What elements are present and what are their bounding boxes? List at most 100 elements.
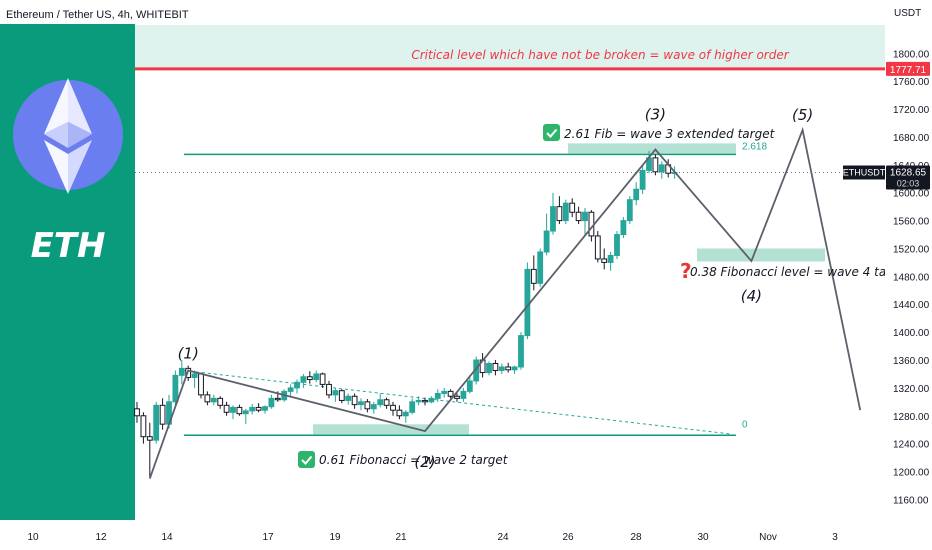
critical-level-annotation: Critical level which have not be broken … xyxy=(411,48,789,62)
candle-body xyxy=(402,411,409,417)
candle-body xyxy=(306,376,313,381)
price-tick-label: 1240.00 xyxy=(893,440,930,451)
fib-038-annotation: 0.38 Fibonacci level = wave 4 target xyxy=(690,265,912,279)
candle-body xyxy=(614,234,620,256)
candle-body xyxy=(434,392,441,399)
candle-body xyxy=(198,373,204,396)
critical-price-tag xyxy=(886,61,930,76)
candle-body xyxy=(134,408,140,417)
candle-body xyxy=(274,397,281,401)
candle-body xyxy=(242,410,249,415)
time-tick-label: Nov xyxy=(759,532,777,543)
fib-261-zone xyxy=(568,143,736,154)
check-icon xyxy=(298,451,315,468)
price-tick-label: 1680.00 xyxy=(893,133,930,144)
price-scale-background xyxy=(885,0,932,550)
candle-body xyxy=(658,164,665,173)
candle-body xyxy=(601,258,608,263)
candle-body xyxy=(338,390,345,401)
candle-body xyxy=(140,415,147,438)
price-tick-label: 1400.00 xyxy=(893,328,930,339)
current-symbol-text: ETHUSDT xyxy=(843,168,886,178)
time-axis[interactable]: 10 12 14 17 19 21 24 26 28 30 Nov 3 xyxy=(0,520,885,550)
candle-body xyxy=(178,367,185,376)
candle-body xyxy=(492,362,499,371)
candle-body xyxy=(172,374,179,403)
price-scale-currency: USDT xyxy=(894,8,921,19)
candle-body xyxy=(300,376,307,383)
candle-body xyxy=(620,220,627,236)
symbol-title: Ethereum / Tether US, 4h, WHITEBIT xyxy=(6,9,189,21)
price-tick-label: 1440.00 xyxy=(893,300,930,311)
time-tick-label: 21 xyxy=(395,532,407,543)
fib-0-label: 0 xyxy=(742,419,748,430)
price-tick-label: 1480.00 xyxy=(893,272,930,283)
candle-body xyxy=(146,436,153,441)
critical-price-tag-text: 1777.71 xyxy=(890,65,927,76)
candle-body xyxy=(396,409,403,417)
price-tick-label: 1760.00 xyxy=(893,77,930,88)
candle-body xyxy=(607,254,614,263)
candle-body xyxy=(294,381,300,389)
svg-text:?: ? xyxy=(680,259,692,283)
price-tick-label: 1600.00 xyxy=(893,189,930,200)
price-tick-label: 1320.00 xyxy=(893,384,930,395)
candle-body xyxy=(498,366,505,371)
current-symbol-tag xyxy=(843,165,885,180)
candle-body xyxy=(287,387,294,392)
candle-body xyxy=(230,406,236,413)
wave-label-3: (3) xyxy=(645,106,666,124)
candle-body xyxy=(332,390,339,396)
candle-body xyxy=(582,211,588,222)
time-ticks: 10 12 14 17 19 21 24 26 28 30 Nov 3 xyxy=(27,532,838,543)
question-mark-icon: ? xyxy=(680,259,692,283)
candle-body xyxy=(358,401,364,406)
price-tick-label: 1360.00 xyxy=(893,356,930,367)
time-tick-label: 19 xyxy=(329,532,341,543)
candle-body xyxy=(210,397,217,403)
fib-061-zone xyxy=(313,424,469,435)
candles-group xyxy=(134,150,678,479)
time-tick-label: 26 xyxy=(562,532,574,543)
candle-body xyxy=(441,390,448,394)
candle-body xyxy=(390,404,396,411)
candle-body xyxy=(454,395,460,399)
time-tick-label: 3 xyxy=(832,532,838,543)
candle-body xyxy=(447,390,454,397)
time-tick-label: 17 xyxy=(262,532,274,543)
candle-body xyxy=(543,230,550,253)
candle-body xyxy=(383,399,390,406)
candle-body xyxy=(505,366,512,371)
price-tick-label: 1280.00 xyxy=(893,412,930,423)
candle-body xyxy=(415,399,422,403)
ethereum-diamond-icon xyxy=(44,78,92,194)
candle-body xyxy=(550,206,556,232)
candle-body xyxy=(594,235,601,260)
time-axis-background xyxy=(0,520,885,550)
candle-body xyxy=(588,211,595,237)
time-tick-label: 12 xyxy=(95,532,107,543)
price-tick-label: 1720.00 xyxy=(893,105,930,116)
fib-038-zone xyxy=(697,248,825,262)
candle-body xyxy=(345,395,352,401)
candle-body xyxy=(486,362,492,374)
price-tick-label: 1560.00 xyxy=(893,217,930,228)
candle-body xyxy=(255,406,262,411)
critical-zone xyxy=(135,25,885,69)
candle-body xyxy=(262,406,268,411)
candle-body xyxy=(204,394,211,403)
candle-body xyxy=(351,395,358,406)
candle-body xyxy=(268,397,275,408)
candle-body xyxy=(530,268,537,284)
wave-label-1: (1) xyxy=(178,344,199,362)
candle-body xyxy=(562,202,569,222)
time-tick-label: 28 xyxy=(630,532,642,543)
current-price-text: 1628.65 xyxy=(890,168,927,179)
candle-body xyxy=(639,169,646,190)
candle-body xyxy=(249,406,256,412)
price-scale[interactable]: USDT 1800.001760.001720.001680.001640.00… xyxy=(843,0,932,550)
candle-body xyxy=(518,335,524,368)
candle-body xyxy=(377,399,384,406)
time-tick-label: 24 xyxy=(497,532,509,543)
